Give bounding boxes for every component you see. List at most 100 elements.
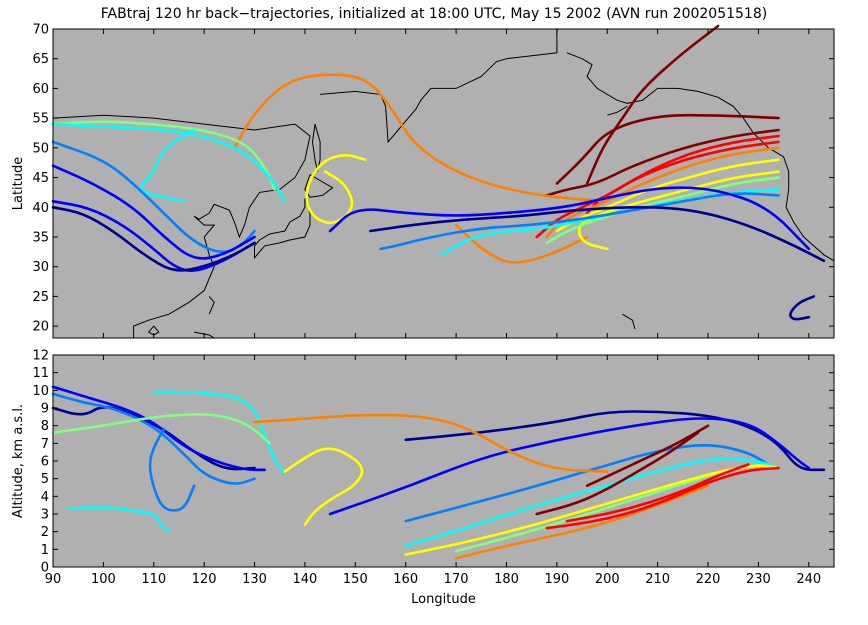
altitude-ytick-label: 6 bbox=[41, 455, 49, 470]
map-plot-background bbox=[52, 28, 835, 339]
coastline-6 bbox=[607, 105, 628, 116]
altitude-ytick-label: 3 bbox=[41, 508, 49, 523]
altitude-trajectory-2 bbox=[328, 417, 811, 516]
altitude-trajectory-11 bbox=[51, 413, 271, 445]
map-trajectory-8 bbox=[555, 158, 780, 233]
map-trajectory-20 bbox=[51, 200, 256, 272]
altitude-ytick-label: 8 bbox=[41, 419, 49, 434]
map-trajectory-14 bbox=[51, 122, 287, 203]
coastline-8 bbox=[208, 296, 215, 315]
map-trajectory-5 bbox=[545, 146, 780, 239]
altitude-xtick-label: 140 bbox=[293, 572, 318, 587]
altitude-xtick-label: 150 bbox=[343, 572, 368, 587]
map-ytick-label: 50 bbox=[32, 141, 49, 156]
altitude-ytick-label: 1 bbox=[41, 543, 49, 558]
altitude-xtick-label: 100 bbox=[91, 572, 116, 587]
altitude-trajectory-13 bbox=[283, 447, 364, 526]
altitude-trajectory-14 bbox=[253, 413, 609, 473]
alt-plot-frame bbox=[52, 354, 835, 568]
altitude-xtick-label: 120 bbox=[192, 572, 217, 587]
map-ytick-label: 55 bbox=[32, 112, 49, 127]
altitude-ytick-label: 2 bbox=[41, 525, 49, 540]
altitude-trajectory-8 bbox=[152, 390, 287, 475]
map-panel: 20 25 30 35 40 45 50 55 60 65 70 Latitude bbox=[11, 23, 835, 339]
map-trajectory-0 bbox=[545, 128, 780, 197]
map-ytick-label: 30 bbox=[32, 260, 49, 275]
coastline-5 bbox=[566, 52, 835, 262]
map-trajectory-22 bbox=[51, 206, 256, 272]
altitude-xtick-label: 90 bbox=[45, 572, 62, 587]
altitude-xtick-label: 180 bbox=[494, 572, 519, 587]
altitude-ytick-label: 10 bbox=[32, 384, 49, 399]
altitude-ytick-label: 4 bbox=[41, 490, 49, 505]
altitude-y-axis-label: Altitude, km a.s.l. bbox=[11, 404, 26, 518]
map-trajectory-11 bbox=[545, 176, 780, 245]
altitude-xtick-label: 240 bbox=[796, 572, 821, 587]
altitude-xtick-label: 190 bbox=[544, 572, 569, 587]
altitude-trajectory-0 bbox=[404, 410, 826, 472]
altitude-xtick-label: 130 bbox=[242, 572, 267, 587]
map-ytick-label: 35 bbox=[32, 230, 49, 245]
altitude-xtick-label: 210 bbox=[645, 572, 670, 587]
altitude-trajectory-16 bbox=[545, 466, 780, 530]
altitude-trajectory-7 bbox=[404, 457, 780, 548]
map-trajectories bbox=[51, 24, 826, 321]
x-axis-label: Longitude bbox=[411, 592, 476, 607]
altitude-xtick-label: 160 bbox=[393, 572, 418, 587]
map-trajectory-23 bbox=[789, 295, 816, 321]
altitude-ytick-label: 5 bbox=[41, 472, 49, 487]
map-trajectory-12 bbox=[51, 120, 276, 191]
coastline-3 bbox=[311, 123, 321, 172]
map-trajectory-19 bbox=[51, 164, 256, 260]
altitude-ytick-label: 11 bbox=[32, 366, 49, 381]
altitude-xtick-label: 110 bbox=[141, 572, 166, 587]
map-ytick-label: 20 bbox=[32, 320, 49, 335]
coastline-4 bbox=[320, 29, 558, 144]
altitude-ytick-label: 0 bbox=[41, 561, 49, 576]
altitude-x-ticks: 90 100 110 120 130 140 150 160 170 180 190 200 210 22… bbox=[45, 29, 821, 587]
map-trajectory-9 bbox=[577, 170, 780, 251]
map-ytick-label: 60 bbox=[32, 82, 49, 97]
altitude-xtick-label: 200 bbox=[595, 572, 620, 587]
map-plot-frame bbox=[52, 28, 835, 339]
altitude-ytick-label: 9 bbox=[41, 402, 49, 417]
altitude-trajectory-18 bbox=[535, 431, 700, 516]
altitude-ytick-label: 7 bbox=[41, 437, 49, 452]
coastline-10 bbox=[622, 313, 636, 330]
map-trajectory-18 bbox=[328, 186, 811, 251]
coastline-7 bbox=[194, 331, 215, 339]
map-ytick-label: 45 bbox=[32, 171, 49, 186]
altitude-trajectory-19 bbox=[585, 424, 710, 487]
map-ytick-label: 70 bbox=[32, 23, 49, 38]
altitude-trajectories bbox=[51, 385, 826, 560]
coastline-2 bbox=[304, 174, 334, 198]
coastline-1 bbox=[254, 198, 311, 260]
map-y-ticks: 20 25 30 35 40 45 50 55 60 65 70 bbox=[32, 23, 834, 335]
altitude-trajectory-6 bbox=[148, 427, 196, 512]
map-ytick-label: 25 bbox=[32, 290, 49, 305]
altitude-trajectory-4 bbox=[404, 444, 770, 523]
map-trajectory-21 bbox=[369, 206, 826, 263]
map-trajectory-7 bbox=[454, 223, 589, 264]
altitude-trajectory-15 bbox=[454, 484, 710, 560]
map-y-axis-label: Latitude bbox=[11, 157, 26, 211]
map-ytick-label: 40 bbox=[32, 201, 49, 216]
altitude-ytick-label: 12 bbox=[32, 349, 49, 364]
map-trajectory-2 bbox=[585, 24, 720, 185]
altitude-trajectory-9 bbox=[66, 506, 171, 533]
altitude-trajectory-3 bbox=[51, 385, 266, 472]
map-coastlines bbox=[52, 29, 835, 339]
altitude-xtick-label: 170 bbox=[444, 572, 469, 587]
map-trajectory-15 bbox=[139, 128, 196, 203]
map-ytick-label: 65 bbox=[32, 52, 49, 67]
coastline-0 bbox=[52, 114, 311, 338]
map-trajectory-10 bbox=[305, 154, 367, 225]
altitude-trajectory-17 bbox=[565, 463, 750, 523]
altitude-xtick-label: 220 bbox=[696, 572, 721, 587]
map-trajectory-4 bbox=[535, 140, 780, 239]
map-trajectory-6 bbox=[233, 73, 609, 203]
